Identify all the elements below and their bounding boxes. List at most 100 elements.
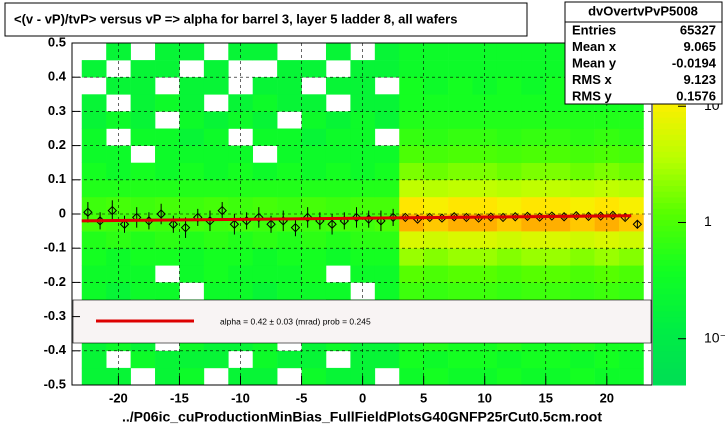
palette-step bbox=[653, 151, 686, 158]
heatmap-cell bbox=[325, 282, 351, 300]
profile-point bbox=[168, 219, 179, 229]
title-box bbox=[4, 2, 528, 37]
heatmap-cell bbox=[521, 60, 547, 78]
profile-point bbox=[351, 212, 362, 223]
heatmap-cell bbox=[81, 265, 107, 283]
heatmap-cell bbox=[252, 265, 278, 283]
heatmap-cell bbox=[228, 231, 254, 249]
heatmap-cell bbox=[496, 60, 522, 78]
palette-step bbox=[653, 111, 686, 118]
palette-step bbox=[653, 219, 686, 226]
heatmap-cell bbox=[496, 162, 522, 181]
heatmap-cell bbox=[179, 128, 205, 146]
palette-step bbox=[653, 265, 686, 272]
heatmap-cell bbox=[325, 162, 351, 181]
heatmap-cell bbox=[203, 111, 229, 129]
heatmap-cell bbox=[203, 248, 229, 266]
heatmap-cell bbox=[496, 367, 522, 386]
heatmap-cell bbox=[130, 111, 156, 129]
profile-point bbox=[193, 212, 203, 223]
heatmap-cell bbox=[545, 162, 571, 181]
heatmap-cell bbox=[570, 196, 595, 215]
heatmap-cell bbox=[252, 162, 278, 181]
heatmap-cell bbox=[423, 43, 449, 61]
heatmap-cell bbox=[423, 179, 449, 198]
heatmap-cell bbox=[399, 43, 424, 61]
heatmap-cell bbox=[496, 231, 522, 249]
heatmap-cell bbox=[301, 60, 327, 78]
profile-point bbox=[302, 212, 313, 223]
heatmap-cell bbox=[399, 350, 424, 369]
heatmap-cell bbox=[521, 43, 547, 61]
heatmap-cell bbox=[277, 145, 302, 163]
heatmap-cell bbox=[545, 231, 571, 249]
heatmap-cell bbox=[203, 350, 229, 369]
heatmap-cell bbox=[155, 179, 180, 198]
profile-point bbox=[156, 209, 166, 219]
palette-step bbox=[653, 282, 686, 289]
heatmap-cell bbox=[423, 282, 449, 300]
heatmap-cell bbox=[277, 128, 302, 146]
stats-value: -0.0194 bbox=[672, 55, 717, 70]
heatmap-cell bbox=[130, 350, 156, 369]
heatmap-cell bbox=[203, 128, 229, 146]
stats-label: RMS x bbox=[572, 72, 613, 87]
heatmap-cell bbox=[179, 162, 205, 181]
palette-step bbox=[653, 322, 686, 329]
heatmap-cell bbox=[277, 282, 302, 300]
heatmap-cell bbox=[448, 248, 473, 266]
heatmap-cell bbox=[619, 162, 644, 181]
palette-step bbox=[653, 196, 686, 204]
heatmap-cell bbox=[399, 248, 424, 266]
heatmap-cell bbox=[203, 231, 229, 249]
stats-value: 9.065 bbox=[683, 39, 716, 54]
x-tick-label: 10 bbox=[477, 390, 491, 405]
heatmap-cell bbox=[325, 128, 351, 146]
heatmap-cell bbox=[496, 128, 522, 146]
heatmap-cell bbox=[277, 179, 302, 198]
heatmap-cell bbox=[423, 128, 449, 146]
palette-step bbox=[653, 139, 686, 147]
heatmap-cell bbox=[619, 350, 644, 369]
heatmap-cell bbox=[81, 282, 107, 300]
heatmap-cell bbox=[448, 179, 473, 198]
heatmap-cell bbox=[545, 367, 571, 386]
heatmap-cell bbox=[448, 60, 473, 78]
heatmap-cell bbox=[423, 77, 449, 95]
heatmap-cell bbox=[545, 350, 571, 369]
heatmap-cell bbox=[448, 265, 473, 283]
heatmap-cell bbox=[374, 248, 400, 266]
palette-step bbox=[653, 305, 686, 312]
heatmap-cell bbox=[619, 265, 644, 283]
heatmap-cell bbox=[325, 179, 351, 198]
heatmap-cell bbox=[301, 248, 327, 266]
profile-point bbox=[180, 222, 191, 233]
heatmap-cell bbox=[423, 196, 449, 215]
heatmap-cell bbox=[252, 231, 278, 249]
heatmap-cell bbox=[374, 162, 400, 181]
palette-step bbox=[653, 145, 686, 152]
stats-title: dvOvertvPvP5008 bbox=[588, 3, 698, 18]
heatmap-cell bbox=[155, 60, 180, 78]
heatmap-cell bbox=[325, 196, 351, 215]
heatmap-cell bbox=[545, 179, 571, 198]
heatmap-cell bbox=[106, 145, 131, 163]
heatmap-cell bbox=[399, 179, 424, 198]
heatmap-cell bbox=[496, 77, 522, 95]
heatmap-cell bbox=[301, 94, 327, 112]
heatmap-cell bbox=[545, 111, 571, 129]
heatmap-cell bbox=[594, 350, 620, 369]
heatmap-cell bbox=[619, 196, 644, 215]
heatmap-cell bbox=[399, 367, 424, 386]
x-tick-label: -15 bbox=[170, 390, 189, 405]
heatmap-cell bbox=[472, 248, 498, 266]
stats-value: 9.123 bbox=[683, 72, 716, 87]
heatmap-cell bbox=[301, 265, 327, 283]
heatmap-cell bbox=[374, 282, 400, 300]
palette-step bbox=[653, 367, 686, 375]
heatmap-cell bbox=[301, 231, 327, 249]
heatmap-cell bbox=[277, 265, 302, 283]
heatmap-cell bbox=[448, 282, 473, 300]
palette-step bbox=[653, 299, 686, 306]
heatmap-cell bbox=[448, 94, 473, 112]
